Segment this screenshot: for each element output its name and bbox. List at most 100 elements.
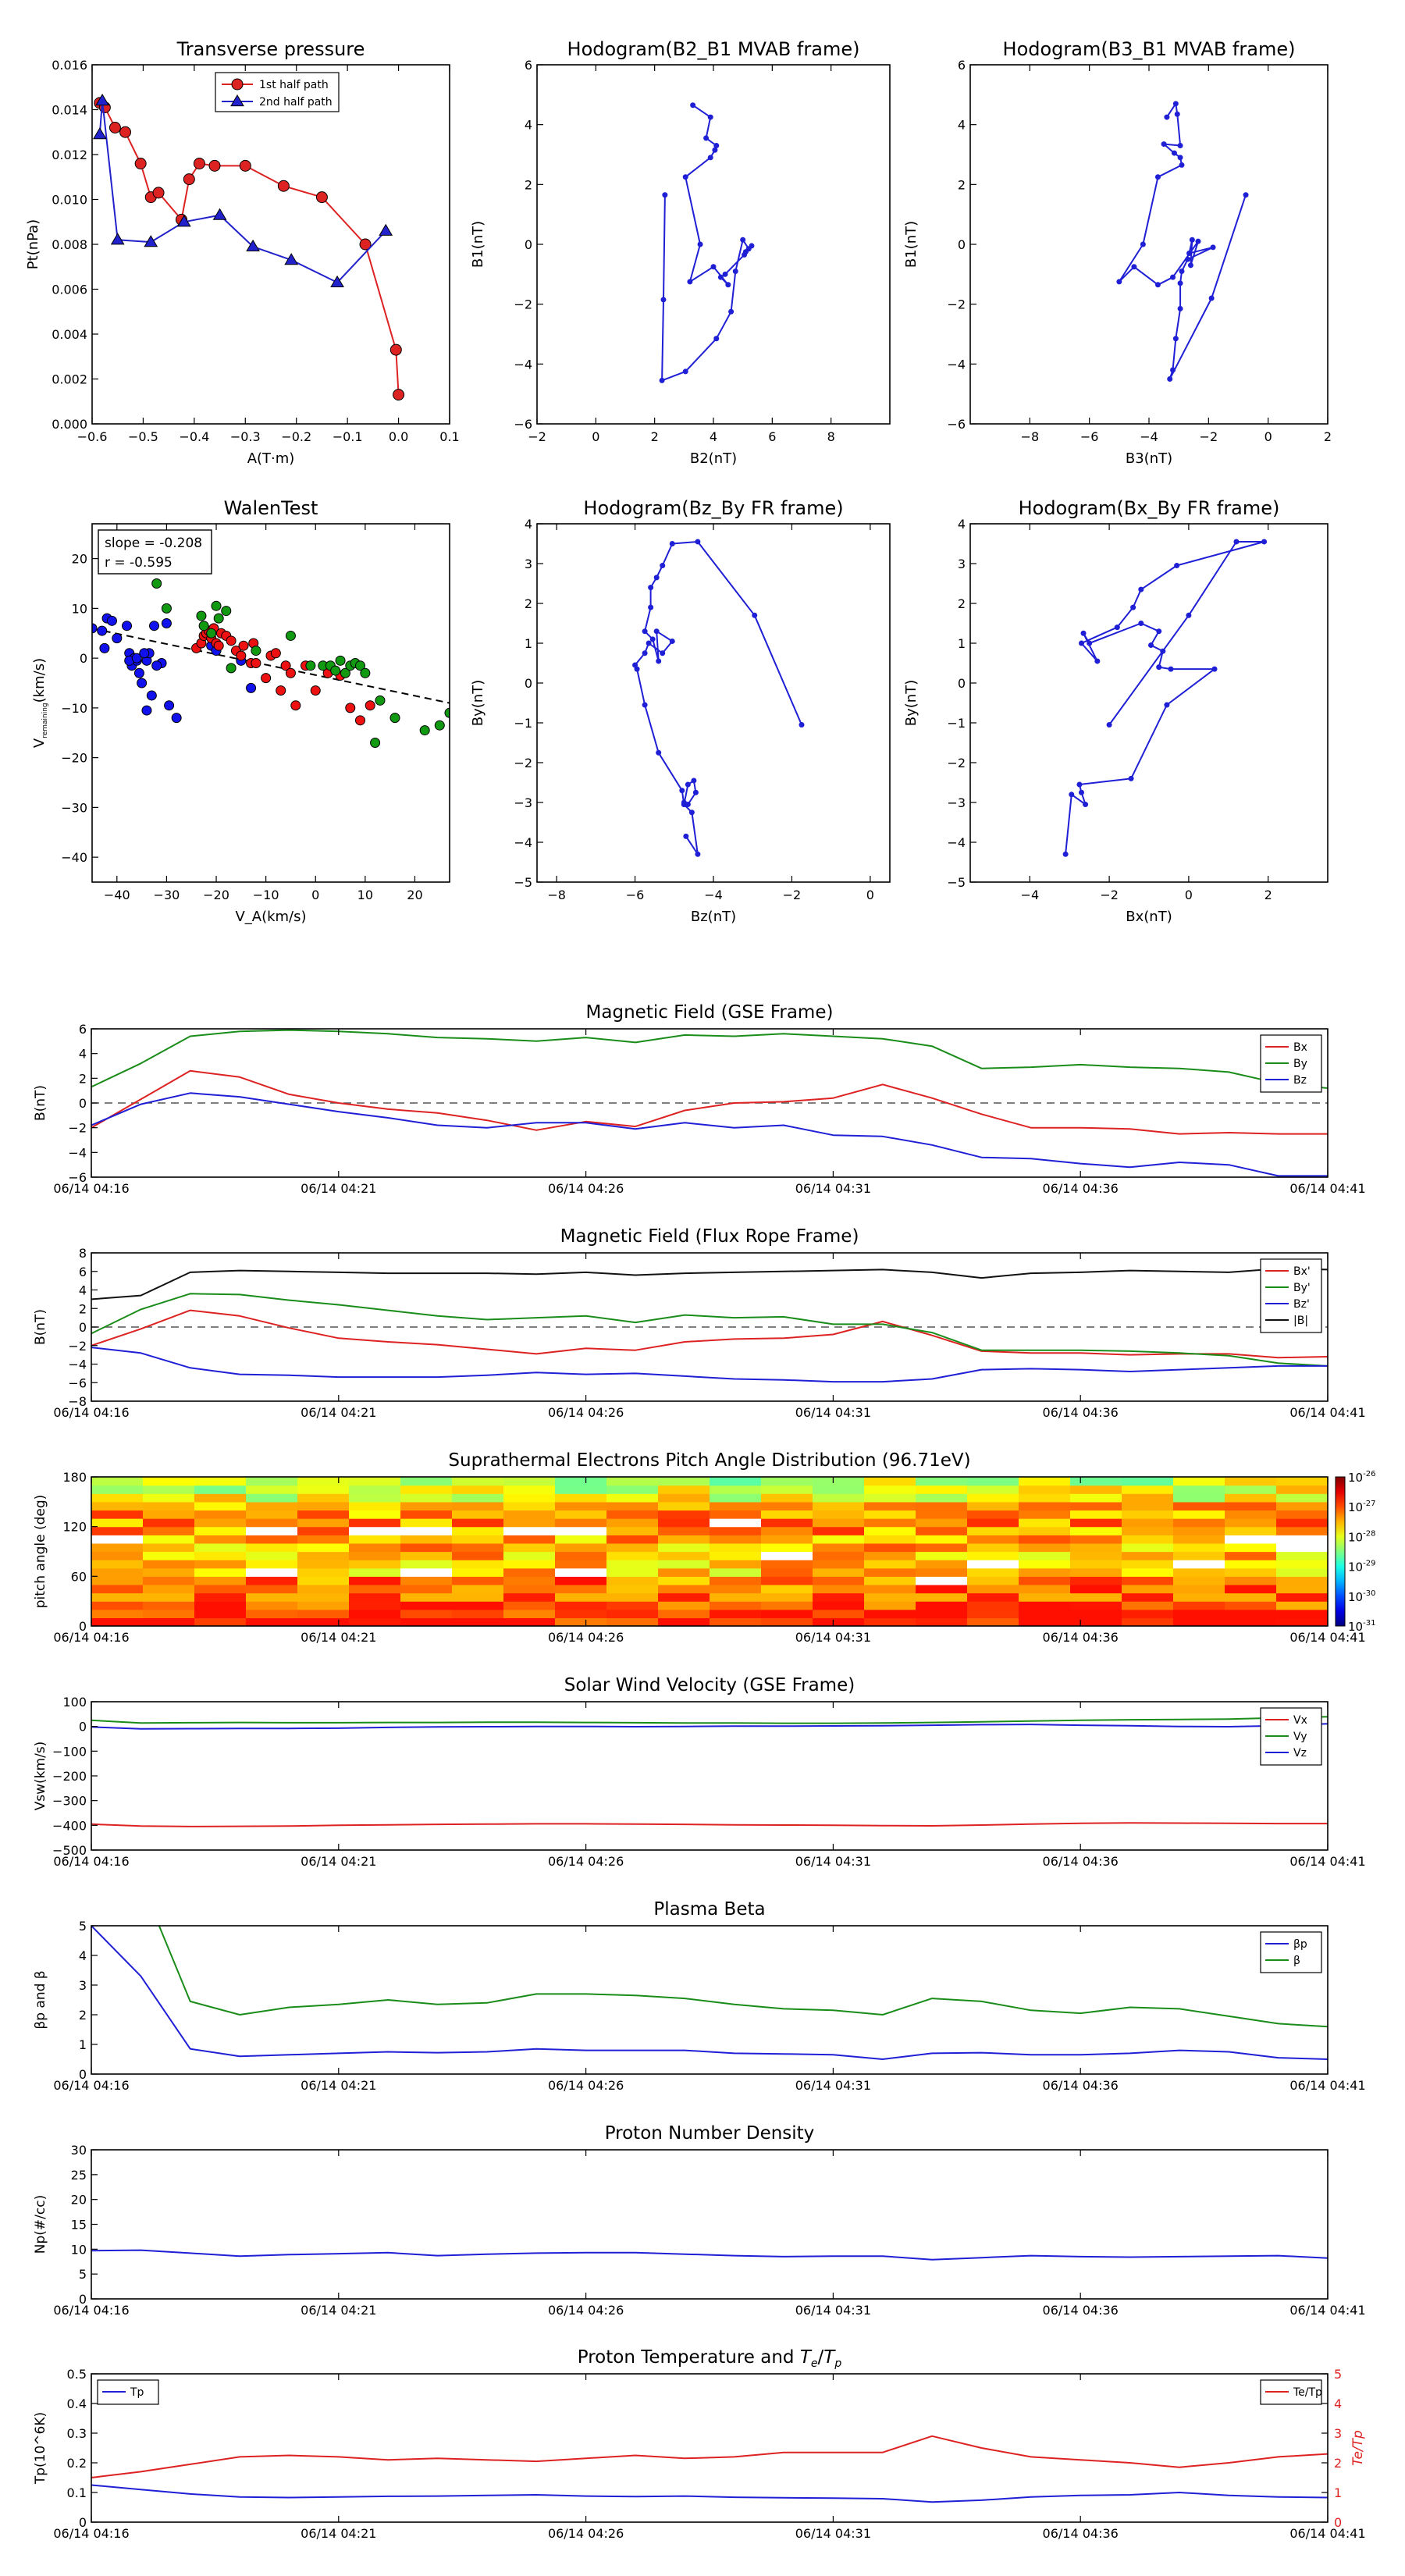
pad-cell xyxy=(1070,1477,1122,1486)
pad-cell xyxy=(1070,1518,1122,1528)
pad-cell xyxy=(1276,1617,1328,1626)
pad-cell xyxy=(1173,1526,1225,1535)
pad-cell xyxy=(1225,1542,1277,1553)
pad-colorbar-exponent: -27 xyxy=(1363,1500,1375,1508)
walen-point-group2 xyxy=(251,658,261,668)
pad-cell xyxy=(246,1617,298,1626)
pad-cell xyxy=(1276,1584,1328,1594)
walen-point-group3 xyxy=(370,738,381,748)
pad-cell xyxy=(349,1560,401,1569)
h1-marker-hodogram xyxy=(690,102,696,109)
pad-cell xyxy=(1070,1526,1122,1535)
bgse-legend-label-0: Bx xyxy=(1293,1041,1307,1054)
tp2-right-ytick-label: 0 xyxy=(1334,2515,1342,2530)
tp-marker-1st-half-path xyxy=(359,238,372,251)
walen-point-group1 xyxy=(151,660,162,671)
pad-cell xyxy=(503,1542,556,1553)
pad-cell xyxy=(813,1542,865,1553)
tp2-left-legend-label-0: Tp xyxy=(130,2386,144,2399)
pad-cell xyxy=(658,1510,710,1519)
pad-cell xyxy=(246,1576,298,1585)
pad-cell xyxy=(503,1592,556,1602)
h3-xtick-label: −2 xyxy=(783,888,802,902)
pad-cell xyxy=(143,1560,195,1569)
pad-colorbar xyxy=(1335,1476,1346,1627)
tp-legend-marker-1 xyxy=(230,94,244,107)
np-xtick-label: 06/14 04:16 xyxy=(53,2303,129,2318)
pad-cell xyxy=(194,1567,247,1577)
h4-ytick-label: −1 xyxy=(947,716,966,731)
pad-cell xyxy=(194,1535,247,1544)
pad-cell xyxy=(710,1584,762,1594)
pad-cell xyxy=(1173,1510,1225,1519)
pad-cell xyxy=(813,1560,865,1569)
panel-bgse: Magnetic Field (GSE Frame) B(nT) 06/14 04:… xyxy=(33,1002,1366,1196)
pad-cell xyxy=(194,1609,247,1618)
h4-marker-hodogram xyxy=(1174,563,1180,569)
h1-ylabel: B1(nT) xyxy=(470,221,486,268)
bfr-xtick-label: 06/14 04:26 xyxy=(548,1405,624,1420)
h3-marker-hodogram xyxy=(683,833,689,839)
pad-cell xyxy=(1225,1601,1277,1610)
walen-xtick-label: −30 xyxy=(154,888,180,902)
pad-cell xyxy=(1225,1535,1277,1544)
walen-point-group3 xyxy=(330,665,341,676)
pad-cell xyxy=(194,1576,247,1585)
h2-marker-hodogram xyxy=(1164,114,1170,120)
h1-ytick-label: −2 xyxy=(514,297,532,312)
vsw-ytick-label: −100 xyxy=(52,1744,87,1759)
bfr-xtick-label: 06/14 04:31 xyxy=(795,1405,871,1420)
pad-cell xyxy=(400,1617,453,1626)
tp-legend: 1st half path 2nd half path xyxy=(215,72,340,112)
panel-np: Proton Number Density Np(#/cc) 06/14 04:16… xyxy=(33,2123,1366,2318)
pad-cell xyxy=(400,1501,453,1511)
h4-marker-hodogram xyxy=(1186,612,1192,618)
pad-cell xyxy=(400,1526,453,1535)
h1-xtick-label: 6 xyxy=(768,429,776,444)
pad-xtick-label: 06/14 04:26 xyxy=(548,1630,624,1645)
np-ytick-label: 30 xyxy=(71,2143,87,2158)
pad-cell xyxy=(91,1493,144,1503)
pad-cell xyxy=(1173,1601,1225,1610)
pad-cell xyxy=(967,1567,1019,1577)
pad-cell xyxy=(813,1576,865,1585)
h4-marker-hodogram xyxy=(1156,664,1162,671)
pad-title: Suprathermal Electrons Pitch Angle Distr… xyxy=(448,1450,970,1471)
pad-cell xyxy=(452,1485,504,1494)
pad-cell xyxy=(143,1609,195,1618)
tp2-title-te-sub: e xyxy=(811,2357,818,2370)
pad-cell xyxy=(606,1592,659,1602)
bfr-line-By xyxy=(91,1293,1328,1367)
pad-cell xyxy=(555,1601,607,1610)
pad-cell xyxy=(297,1560,350,1569)
tp-title: Transverse pressure xyxy=(176,38,365,60)
pad-cell xyxy=(967,1584,1019,1594)
pad-cell xyxy=(1225,1518,1277,1528)
h2-marker-hodogram xyxy=(1140,241,1146,247)
pad-xtick-label: 06/14 04:36 xyxy=(1043,1630,1119,1645)
vsw-title: Solar Wind Velocity (GSE Frame) xyxy=(564,1675,855,1695)
pad-cell xyxy=(143,1535,195,1544)
pad-cell xyxy=(349,1592,401,1602)
vsw-xtick-label: 06/14 04:26 xyxy=(548,1854,624,1869)
h2-marker-hodogram xyxy=(1195,238,1201,244)
h1-marker-hodogram xyxy=(713,336,720,342)
pad-cell xyxy=(555,1609,607,1618)
h4-ytick-label: 0 xyxy=(958,676,966,691)
h2-ytick-label: −4 xyxy=(947,357,966,372)
pad-cell xyxy=(1276,1477,1328,1486)
tp2-ytick-label: 0.5 xyxy=(67,2367,87,2382)
pad-cell xyxy=(916,1601,968,1610)
tp-legend-label-0: 1st half path xyxy=(259,79,329,91)
pad-cell xyxy=(1019,1584,1071,1594)
pad-cell xyxy=(761,1510,813,1519)
walen-ylabel-subscript: remaining xyxy=(41,703,49,738)
pad-cell xyxy=(555,1526,607,1535)
tp-marker-1st-half-path xyxy=(393,389,405,401)
walen-point-group1 xyxy=(99,642,110,653)
pad-colorbar-exponent: -26 xyxy=(1363,1470,1375,1478)
h2-plot-group xyxy=(1116,101,1249,382)
np-ytick-label: 5 xyxy=(79,2267,87,2282)
tp2-right-ytick-label: 5 xyxy=(1334,2367,1342,2382)
h2-marker-hodogram xyxy=(1172,336,1179,342)
